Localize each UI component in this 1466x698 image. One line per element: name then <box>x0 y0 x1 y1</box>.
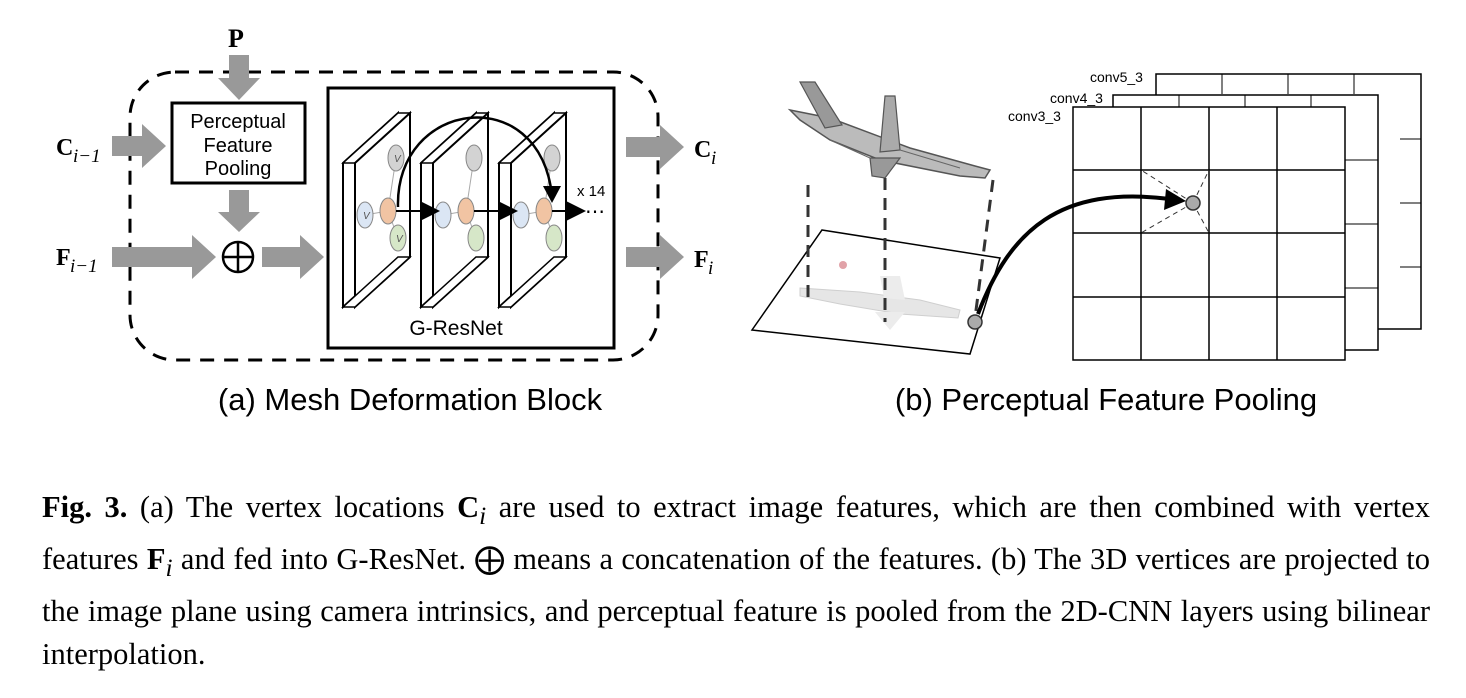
input-f-subscript: i−1 <box>70 256 98 277</box>
output-f-subscript: i <box>708 258 713 279</box>
projected-vertex <box>967 314 983 330</box>
vertex-1c-gray <box>387 144 405 172</box>
vertex-2d-green <box>467 224 485 252</box>
panel-a-mesh-deformation-block: P Perceptual Feature Pooling C i−1 F i−1… <box>56 24 716 417</box>
feature-map-conv3 <box>1072 106 1346 361</box>
output-c-label: C <box>694 137 711 163</box>
caption-f-symbol: F <box>146 542 166 577</box>
skip-arrowhead <box>543 186 561 203</box>
vertex-2b-orange <box>457 197 475 225</box>
input-c-label: C <box>56 135 73 161</box>
caption-c-symbol: C <box>457 490 480 524</box>
vertex-3d-green <box>545 224 563 252</box>
output-f-label: F <box>694 247 709 273</box>
vertex-label: V <box>394 154 402 165</box>
projection-arrowhead <box>1164 189 1186 210</box>
vertex-2c-gray <box>465 144 483 172</box>
p-down-arrow <box>218 55 260 100</box>
pool-line-3: Pooling <box>205 158 272 180</box>
projection-line-3 <box>973 179 995 319</box>
vertex-3a-blue <box>512 201 530 229</box>
vertex-3b-orange <box>535 197 553 225</box>
g-resnet-label: G-ResNet <box>409 317 503 340</box>
repeat-count: x 14 <box>577 183 605 200</box>
sampled-feature-point <box>1185 195 1201 211</box>
input-p-label: P <box>228 24 244 53</box>
layer-label-conv3: conv3_3 <box>1008 108 1061 124</box>
caption-text-2: are used to extract image features, whic… <box>42 490 1430 577</box>
projection-to-feature-arrow <box>976 194 1171 315</box>
vertex-1b-orange <box>379 197 397 225</box>
caption-oplus: ⨁ <box>474 542 505 577</box>
graph-layer-1: V V V <box>341 110 412 310</box>
caption-text-1: (a) The vertex locations <box>127 490 458 524</box>
layer-label-conv5: conv5_3 <box>1090 69 1143 85</box>
pool-line-1: Perceptual <box>190 111 286 133</box>
pool-line-2: Feature <box>204 135 273 157</box>
f-output-arrow <box>626 235 684 279</box>
caption-c-subscript: i <box>479 502 487 531</box>
concat-symbol <box>221 240 255 274</box>
ellipsis: ⋯ <box>585 201 605 223</box>
f-input-arrow <box>112 235 216 279</box>
vertex-label: V <box>396 234 404 245</box>
skip-connection-arc <box>396 116 554 208</box>
graph-layer-2 <box>419 110 490 310</box>
panel-a-subtitle: (a) Mesh Deformation Block <box>218 382 603 417</box>
to-resnet-arrow <box>262 235 324 279</box>
image-plane <box>750 229 1001 355</box>
graph-layer-3 <box>497 110 568 310</box>
vertex-1d-green <box>389 224 407 252</box>
caption-f-subscript: i <box>165 554 173 583</box>
dashed-block-border <box>128 70 660 362</box>
perceptual-pooling-box <box>170 101 307 185</box>
vertex-2a-blue <box>434 201 452 229</box>
figure-caption: Fig. 3. (a) The vertex locations Ci are … <box>42 486 1430 676</box>
caption-label: Fig. 3. <box>42 490 128 524</box>
airplane-mesh <box>787 81 992 179</box>
caption-text-4: means a concatenation of the features. (… <box>42 542 1430 672</box>
input-f-label: F <box>56 245 71 271</box>
bilinear-neighbors <box>1140 169 1210 234</box>
panel-b-perceptual-feature-pooling: conv5_3 conv4_3 conv3_3 <box>750 69 1422 417</box>
vertex-3c-gray <box>543 144 561 172</box>
c-input-arrow <box>112 124 166 168</box>
c-output-arrow <box>626 125 684 169</box>
pool-down-arrow <box>218 190 260 232</box>
panel-b-subtitle: (b) Perceptual Feature Pooling <box>895 382 1317 417</box>
layer-label-conv4: conv4_3 <box>1050 90 1103 106</box>
figure: P Perceptual Feature Pooling C i−1 F i−1… <box>56 24 1422 417</box>
output-c-subscript: i <box>711 148 716 169</box>
vertex-label: V <box>363 211 371 222</box>
input-c-subscript: i−1 <box>73 146 101 167</box>
vertex-1a-blue <box>356 201 374 229</box>
caption-text-3: and fed into G-ResNet. <box>172 542 475 577</box>
